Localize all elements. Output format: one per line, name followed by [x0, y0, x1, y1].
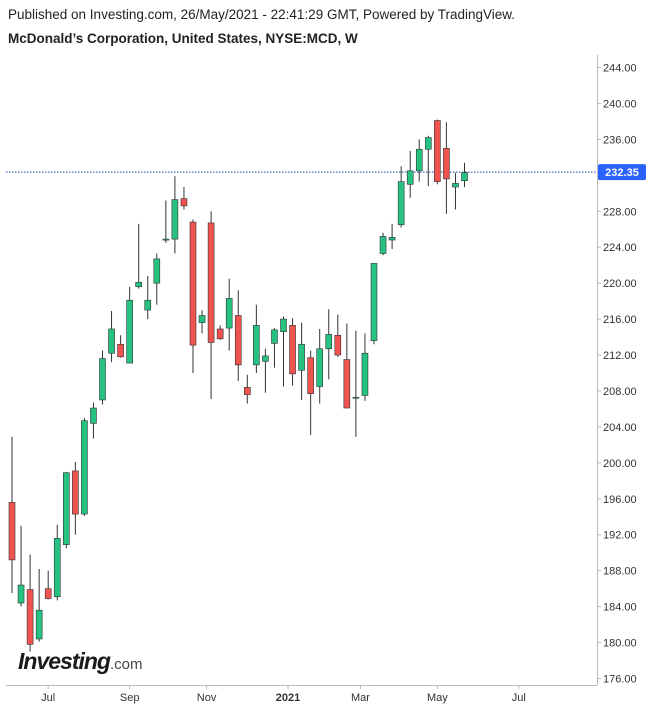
candle-up — [81, 420, 88, 515]
candle-down — [244, 387, 251, 395]
candle-up — [171, 199, 179, 240]
candle-up — [461, 172, 468, 182]
candle-down — [44, 588, 52, 599]
y-tick-label: 240.00 — [603, 98, 637, 110]
candle-down — [216, 328, 224, 340]
candle-up — [397, 181, 405, 226]
candle-up — [99, 358, 106, 401]
candle-down — [289, 325, 296, 375]
y-tick-label: 236.00 — [603, 134, 637, 146]
candle-down — [343, 359, 351, 409]
y-tick-label: 216.00 — [603, 314, 637, 326]
x-tick-label: Sep — [120, 692, 140, 704]
x-tick-label: 2021 — [276, 692, 300, 704]
candle-up — [153, 258, 161, 284]
last-price-badge — [598, 164, 646, 181]
candle-up — [253, 325, 260, 366]
y-tick-label: 200.00 — [603, 458, 637, 470]
candle-up — [361, 352, 369, 396]
y-tick-label: 196.00 — [603, 494, 637, 506]
candle-up — [352, 396, 360, 399]
y-tick-label: 220.00 — [603, 278, 637, 290]
last-price-label: 232.35 — [605, 167, 639, 179]
investing-logo: Investing.com — [18, 648, 142, 675]
candle-up — [144, 299, 152, 311]
candle-down — [8, 502, 16, 561]
candle-up — [35, 609, 43, 640]
candle-up — [406, 170, 414, 185]
x-tick-label: Mar — [351, 692, 370, 704]
published-note: Published on Investing.com, 26/May/2021 … — [8, 7, 516, 22]
x-tick-label: May — [427, 692, 448, 704]
candle-down — [180, 198, 188, 207]
candle-up — [126, 299, 133, 364]
candle-up — [379, 236, 387, 254]
candle-up — [162, 238, 170, 241]
candle-down — [234, 315, 242, 366]
logo-sub-text: .com — [109, 656, 143, 673]
candle-up — [62, 472, 70, 545]
candle-up — [90, 407, 97, 424]
y-tick-label: 224.00 — [603, 242, 637, 254]
candle-down — [72, 470, 79, 515]
y-tick-label: 204.00 — [603, 422, 637, 434]
candle-up — [370, 263, 378, 341]
candle-down — [207, 222, 215, 343]
candle-up — [17, 584, 25, 604]
candle-up — [452, 183, 459, 188]
candle-down — [443, 148, 450, 180]
candle-up — [271, 329, 278, 344]
y-tick-label: 184.00 — [603, 602, 637, 614]
y-tick-label: 208.00 — [603, 386, 637, 398]
x-tick-label: Nov — [197, 692, 217, 704]
candle-up — [325, 334, 333, 350]
candle-up — [298, 343, 305, 371]
candle-up — [388, 237, 396, 241]
candle-down — [26, 589, 34, 645]
y-tick-label: 192.00 — [603, 530, 637, 542]
y-tick-label: 228.00 — [603, 206, 637, 218]
y-tick-label: 244.00 — [603, 63, 637, 75]
candle-up — [225, 298, 233, 329]
chart-title: McDonald’s Corporation, United States, N… — [8, 31, 358, 46]
candle-down — [434, 120, 441, 182]
candle-up — [262, 355, 269, 362]
y-tick-label: 176.00 — [603, 674, 637, 686]
x-tick-label: Jul — [41, 692, 55, 704]
candle-up — [415, 148, 423, 172]
candle-up — [53, 538, 61, 598]
candle-down — [334, 334, 342, 356]
candle-down — [307, 357, 314, 394]
x-tick-label: Jul — [512, 692, 526, 704]
candle-up — [108, 328, 115, 354]
y-tick-label: 180.00 — [603, 638, 637, 650]
candle-up — [198, 315, 206, 323]
y-tick-label: 188.00 — [603, 566, 637, 578]
candle-up — [424, 137, 432, 150]
candle-up — [280, 318, 287, 332]
candle-up — [316, 348, 324, 387]
candle-down — [117, 343, 124, 358]
candle-down — [189, 221, 197, 346]
y-tick-label: 212.00 — [603, 350, 637, 362]
logo-main-text: Investing — [18, 648, 111, 674]
candle-up — [135, 281, 142, 288]
